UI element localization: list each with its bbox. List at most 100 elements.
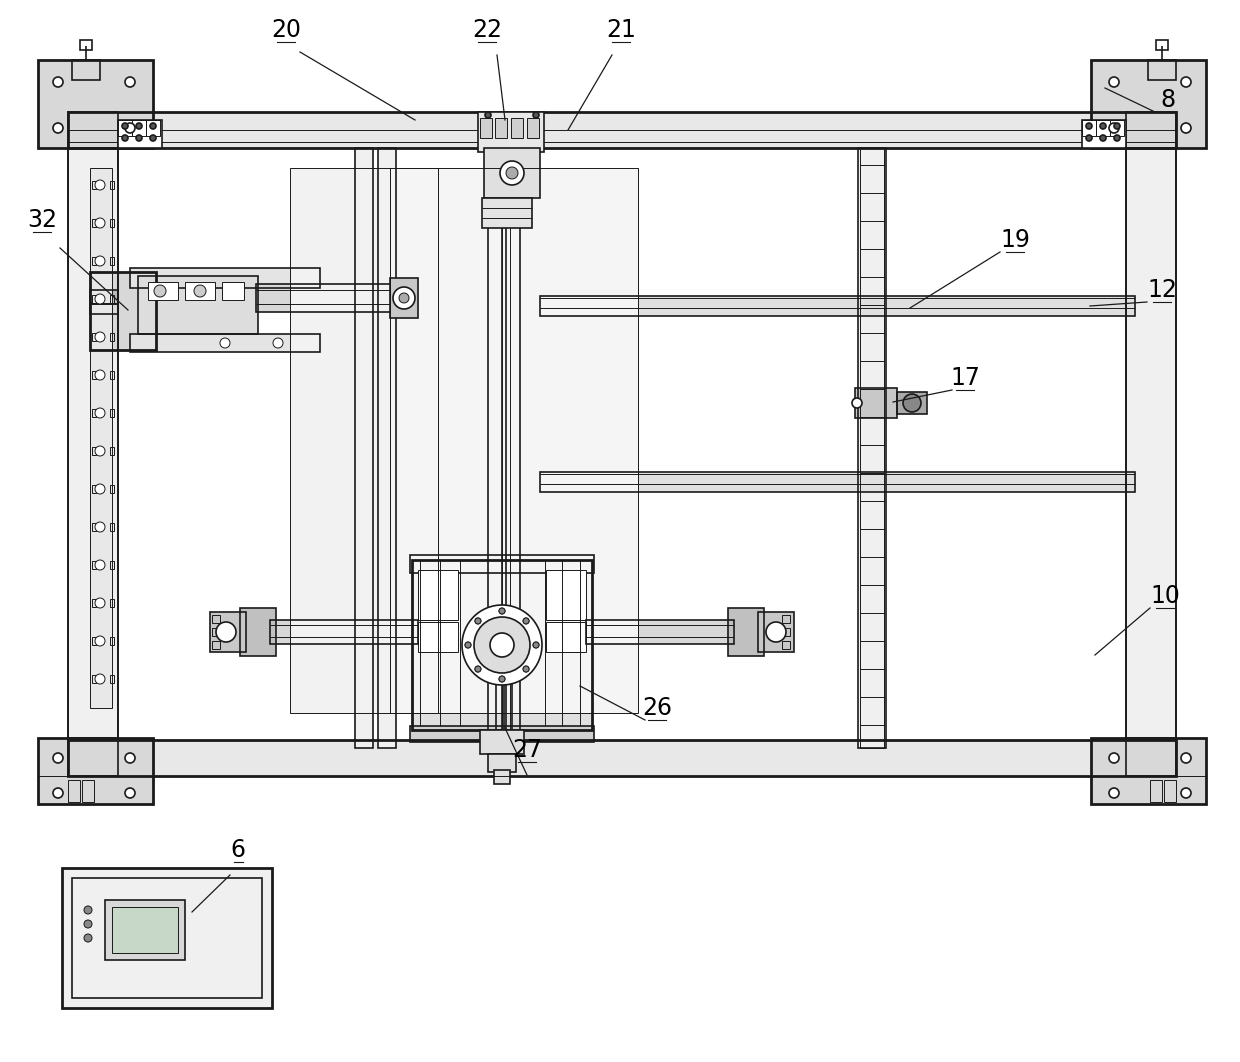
Circle shape	[1180, 78, 1190, 87]
Circle shape	[95, 370, 105, 380]
Circle shape	[393, 287, 415, 309]
Bar	[527, 118, 539, 138]
Bar	[495, 118, 507, 138]
Circle shape	[1086, 123, 1092, 129]
Bar	[782, 628, 790, 636]
Bar	[105, 900, 185, 960]
Text: 27: 27	[512, 738, 542, 763]
Circle shape	[852, 398, 862, 408]
Bar	[92, 181, 95, 189]
Bar	[68, 112, 1176, 148]
Text: 20: 20	[272, 18, 301, 42]
Circle shape	[125, 123, 135, 133]
Bar	[728, 609, 764, 656]
Bar	[480, 730, 525, 754]
Bar	[482, 198, 532, 228]
Circle shape	[150, 123, 156, 129]
Bar	[539, 472, 1135, 492]
Circle shape	[498, 676, 505, 682]
Circle shape	[154, 285, 166, 297]
Bar	[270, 620, 418, 644]
Bar	[391, 168, 639, 713]
Circle shape	[1180, 788, 1190, 798]
Bar	[105, 900, 185, 960]
Bar	[110, 637, 114, 645]
Bar	[290, 168, 438, 713]
Circle shape	[465, 643, 471, 648]
Bar	[110, 409, 114, 417]
Bar	[38, 59, 153, 148]
Bar	[222, 282, 244, 299]
Circle shape	[53, 753, 63, 763]
Circle shape	[1100, 135, 1106, 141]
Bar	[130, 268, 320, 288]
Circle shape	[1109, 788, 1118, 798]
Bar	[728, 609, 764, 656]
Bar	[110, 333, 114, 341]
Circle shape	[95, 332, 105, 342]
Bar	[1156, 40, 1168, 50]
Bar	[210, 612, 246, 652]
Bar	[72, 878, 262, 998]
Bar	[92, 409, 95, 417]
Circle shape	[1109, 78, 1118, 87]
Bar	[410, 726, 594, 742]
Circle shape	[95, 408, 105, 418]
Circle shape	[95, 523, 105, 532]
Bar	[897, 392, 928, 414]
Bar	[1126, 148, 1176, 738]
Bar	[241, 609, 277, 656]
Circle shape	[1100, 123, 1106, 129]
Text: 26: 26	[642, 696, 672, 720]
Text: 17: 17	[950, 366, 980, 390]
Circle shape	[1180, 753, 1190, 763]
Circle shape	[84, 920, 92, 928]
Bar	[856, 388, 897, 418]
Circle shape	[903, 394, 921, 412]
Bar	[782, 615, 790, 623]
Bar	[758, 612, 794, 652]
Bar	[355, 148, 373, 748]
Bar	[138, 276, 258, 335]
Bar	[38, 738, 153, 804]
Bar	[782, 641, 790, 649]
Bar	[1110, 120, 1123, 136]
Bar	[92, 257, 95, 266]
Circle shape	[219, 338, 229, 348]
Bar	[412, 560, 591, 730]
Bar	[110, 675, 114, 683]
Bar	[477, 112, 544, 152]
Circle shape	[95, 446, 105, 456]
Bar	[1126, 148, 1176, 738]
Circle shape	[216, 622, 236, 643]
Bar	[110, 257, 114, 266]
Bar	[38, 59, 153, 148]
Bar	[131, 120, 146, 136]
Bar	[546, 622, 587, 652]
Circle shape	[1086, 135, 1092, 141]
Bar	[1164, 780, 1176, 802]
Bar	[212, 641, 219, 649]
Circle shape	[766, 622, 786, 643]
Bar	[410, 726, 594, 742]
Circle shape	[1114, 135, 1120, 141]
Bar	[1083, 120, 1096, 136]
Bar	[241, 609, 277, 656]
Circle shape	[136, 123, 143, 129]
Bar	[92, 675, 95, 683]
Bar	[91, 168, 112, 708]
Circle shape	[498, 609, 505, 614]
Bar	[110, 371, 114, 379]
Bar	[68, 148, 118, 738]
Circle shape	[84, 933, 92, 942]
Circle shape	[136, 135, 143, 141]
Bar	[484, 148, 539, 198]
Bar	[391, 278, 418, 318]
Bar	[355, 148, 373, 748]
Text: 21: 21	[606, 18, 636, 42]
Bar	[148, 282, 179, 299]
Bar	[82, 780, 94, 802]
Bar	[68, 740, 1176, 776]
Bar	[1091, 738, 1207, 804]
Bar	[110, 523, 114, 531]
